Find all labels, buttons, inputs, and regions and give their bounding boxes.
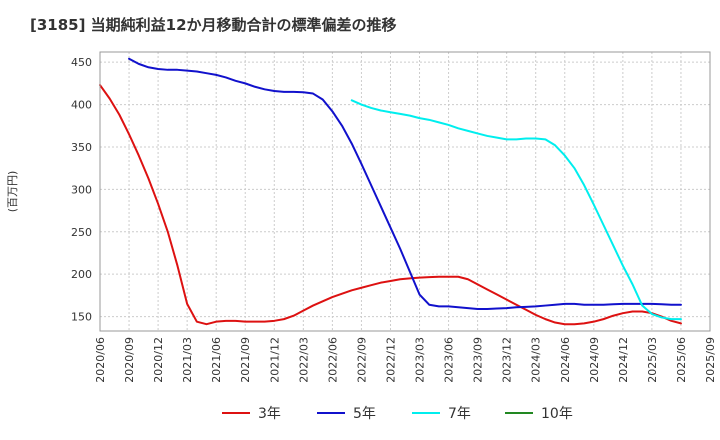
x-tick-label: 2021/03 [181,337,194,383]
chart-title: [3185] 当期純利益12か月移動合計の標準偏差の推移 [30,16,397,34]
x-tick-label: 2020/06 [94,337,107,383]
x-tick-label: 2022/06 [326,337,339,383]
x-tick-label: 2024/12 [617,337,630,383]
y-tick-label: 450 [71,56,92,69]
x-tick-label: 2023/12 [501,337,514,383]
x-tick-label: 2024/09 [588,337,601,383]
series-line-1 [128,57,682,310]
y-tick-label: 150 [71,311,92,324]
legend-label-3: 10年 [541,406,573,422]
x-tick-label: 2024/06 [559,337,572,383]
x-tick-label: 2023/09 [472,337,485,383]
x-tick-label: 2021/12 [268,337,281,383]
legend-label-0: 3年 [258,406,281,422]
y-tick-label: 350 [71,141,92,154]
x-tick-label: 2025/09 [704,337,717,383]
series-line-0 [99,84,682,326]
series-layer [99,57,682,326]
y-tick-label: 200 [71,268,92,281]
x-tick-label: 2025/03 [646,337,659,383]
y-tick-label: 400 [71,99,92,112]
y-tick-label: 250 [71,226,92,239]
x-tick-label: 2024/03 [530,337,543,383]
x-tick-label: 2022/09 [355,337,368,383]
x-tick-label: 2020/12 [152,337,165,383]
x-tick-label: 2020/09 [123,337,136,383]
legend: 3年 5年 7年 10年 [222,406,573,422]
y-tick-label: 300 [71,183,92,196]
y-axis-label: (百万円) [6,171,19,213]
series-line-2 [350,99,682,321]
x-tick-label: 2023/06 [443,337,456,383]
x-tick-label: 2023/03 [414,337,427,383]
legend-label-1: 5年 [353,406,376,422]
x-tick-label: 2022/03 [297,337,310,383]
plot-frame [99,51,711,332]
x-tick-label: 2021/06 [210,337,223,383]
legend-label-2: 7年 [448,406,471,422]
x-tick-label: 2021/09 [239,337,252,383]
grid-layer [100,52,710,331]
x-tick-label: 2025/06 [675,337,688,383]
x-tick-label: 2022/12 [384,337,397,383]
axis-layer: 2020/06 2020/09 2020/12 2021/03 2021/06 2021/… [6,51,717,383]
